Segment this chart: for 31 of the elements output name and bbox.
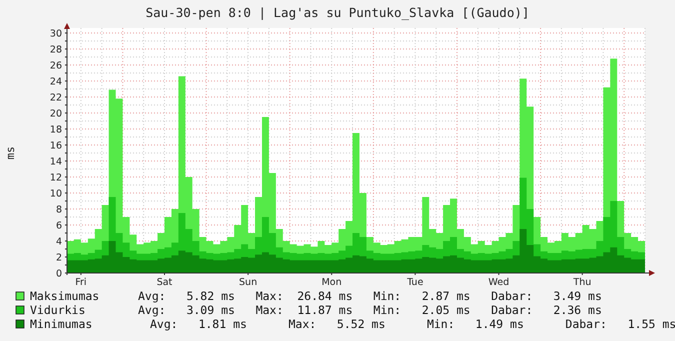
y-tick-label: 28 xyxy=(50,44,62,56)
text: Avg: 5.82 ms Max: 26.84 ms Min: 2.87 ms Dabar: 3.49 ms xyxy=(138,289,602,304)
y-tick-label: 2 xyxy=(56,252,62,264)
chart-title: Sau-30-pen 8:0 | Lag'as su Puntuko_Slavka [(Gaudo)] xyxy=(146,5,530,20)
x-tick-label: Mon xyxy=(322,277,342,288)
x-tick-label: Thu xyxy=(572,277,592,288)
y-tick-label: 16 xyxy=(50,140,62,152)
y-tick-label: 4 xyxy=(56,236,62,248)
y-tick-label: 12 xyxy=(50,172,62,184)
y-tick-label: 24 xyxy=(50,76,62,88)
legend-label: Vidurkis xyxy=(30,303,86,318)
legend-label: Minimumas xyxy=(30,317,92,332)
legend-label: Maksimumas xyxy=(30,289,100,304)
text: Avg: 3.09 ms Max: 11.87 ms Min: 2.05 ms Dabar: 2.36 ms xyxy=(138,303,602,318)
y-tick-label: 20 xyxy=(50,108,62,120)
y-tick-label: 0 xyxy=(56,268,62,280)
y-tick-label: 10 xyxy=(50,188,62,200)
text: Avg: 1.81 ms Max: 5.52 ms Min: 1.49 ms Dabar: 1.55 ms xyxy=(150,317,675,332)
y-tick-label: 30 xyxy=(50,28,62,40)
y-axis-title: ms xyxy=(4,146,17,160)
x-tick-label: Tue xyxy=(406,277,424,288)
y-tick-label: 22 xyxy=(50,92,62,104)
x-tick-label: Sat xyxy=(156,277,173,288)
y-tick-label: 18 xyxy=(50,124,62,136)
y-tick-label: 6 xyxy=(56,220,62,232)
y-tick-label: 8 xyxy=(56,204,62,216)
x-tick-label: Fri xyxy=(75,277,87,288)
x-tick-label: Sun xyxy=(239,277,258,288)
y-tick-label: 14 xyxy=(50,156,62,168)
x-tick-label: Wed xyxy=(488,277,510,288)
y-tick-label: 26 xyxy=(50,60,62,72)
